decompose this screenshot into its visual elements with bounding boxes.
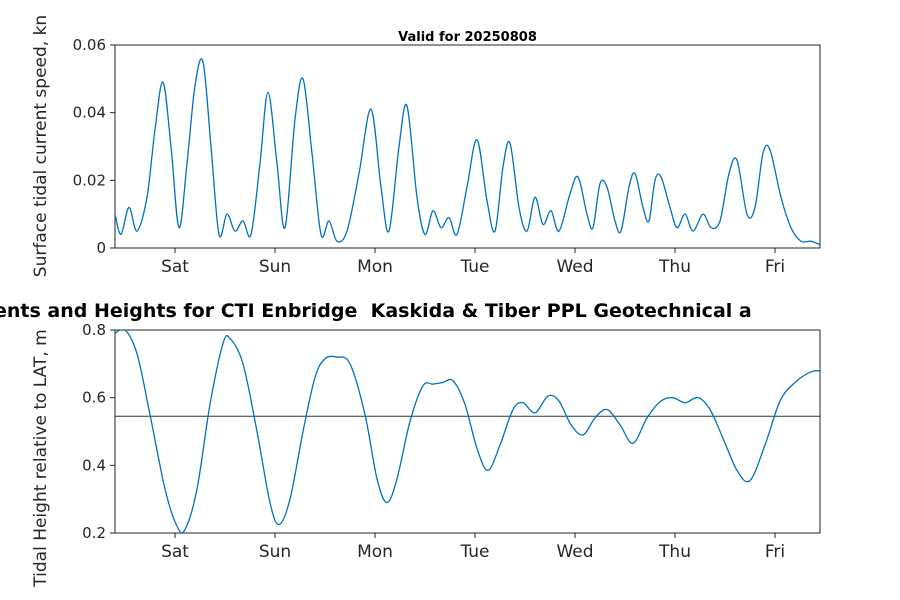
x-tick-label: Sat	[161, 542, 189, 562]
x-tick-label: Sat	[161, 257, 189, 277]
y-tick-label: 0.4	[82, 456, 106, 474]
top-chart-title: Valid for 20250808	[398, 30, 537, 45]
x-tick-label: Tue	[459, 257, 489, 277]
series-line	[115, 58, 820, 246]
y-tick-label: 0.6	[82, 389, 106, 407]
x-tick-label: Thu	[658, 257, 691, 277]
figure-title: ents and Heights for CTI Enbridge Kaskid…	[0, 300, 752, 322]
x-tick-label: Mon	[357, 542, 393, 562]
x-tick-label: Sun	[259, 257, 291, 277]
x-tick-label: Sun	[259, 542, 291, 562]
x-tick-label: Wed	[556, 257, 593, 277]
y-tick-label: 0.2	[82, 524, 106, 542]
x-tick-label: Tue	[459, 542, 489, 562]
axes-box	[114, 44, 821, 249]
y-tick-label: 0.02	[73, 171, 106, 189]
y-tick-label: 0	[96, 239, 106, 257]
x-tick-label: Thu	[658, 542, 691, 562]
y-tick-label: 0.8	[82, 321, 106, 339]
x-tick-label: Wed	[556, 542, 593, 562]
series-line	[115, 330, 820, 533]
axes-box	[114, 329, 821, 534]
y-tick-label: 0.04	[73, 104, 106, 122]
x-tick-label: Fri	[765, 257, 785, 277]
bottom-y-axis-label: Tidal Height relative to LAT, m	[31, 329, 51, 587]
top-y-axis-label: Surface tidal current speed, kn	[31, 14, 51, 278]
y-tick-label: 0.06	[73, 36, 106, 54]
x-tick-label: Fri	[765, 542, 785, 562]
x-tick-label: Mon	[357, 257, 393, 277]
